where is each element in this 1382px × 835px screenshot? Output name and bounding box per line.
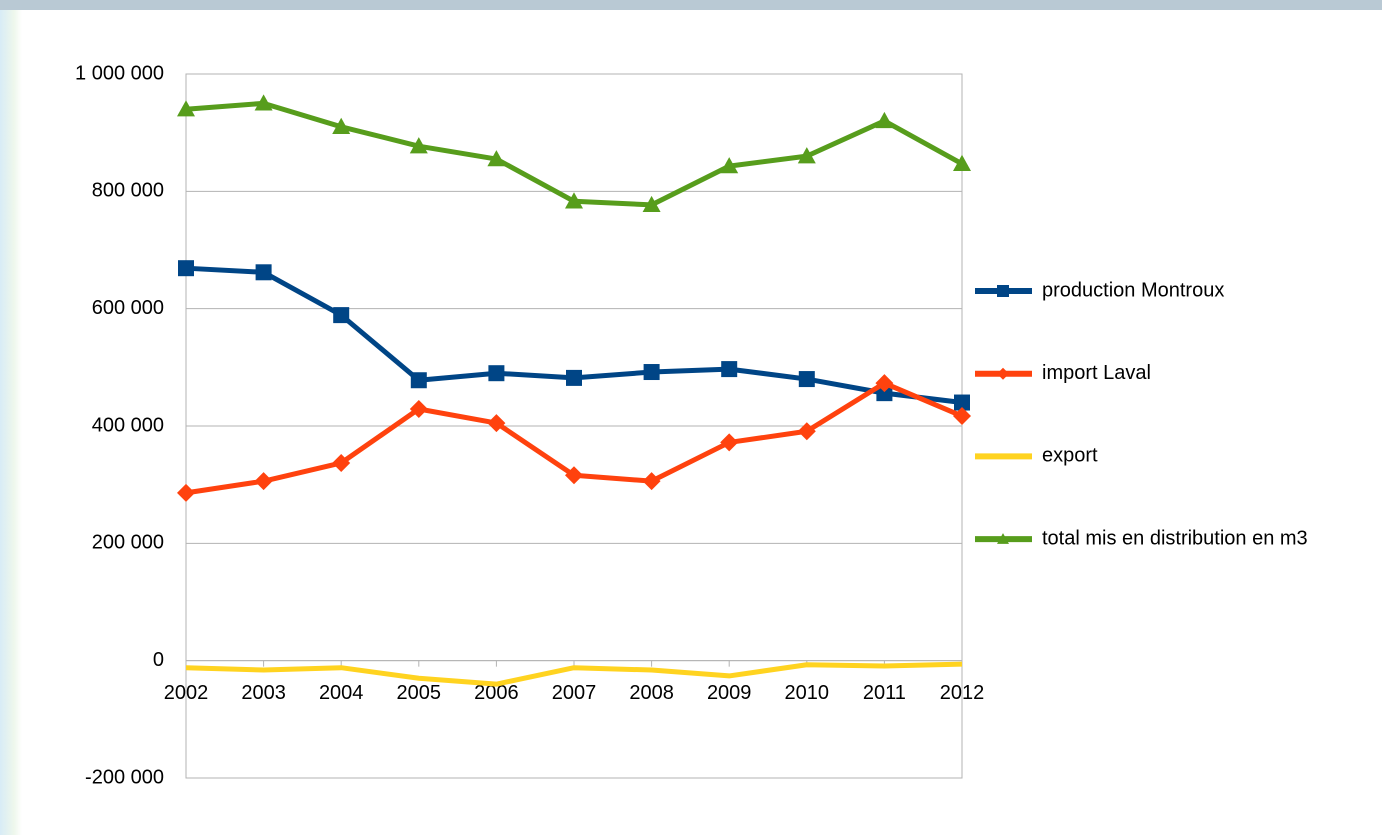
x-tick-label: 2010 bbox=[785, 682, 830, 704]
marker bbox=[720, 157, 739, 174]
y-tick-label: -200 000 bbox=[85, 766, 164, 788]
marker bbox=[177, 483, 195, 502]
marker bbox=[876, 385, 893, 402]
marker bbox=[332, 453, 351, 472]
y-tick-label: 600 000 bbox=[92, 297, 164, 319]
y-tick-label: 0 bbox=[153, 649, 164, 671]
marker bbox=[254, 472, 273, 491]
marker bbox=[721, 361, 738, 378]
marker bbox=[332, 117, 351, 134]
marker bbox=[178, 260, 194, 277]
x-tick-label: 2008 bbox=[629, 682, 674, 704]
x-tick-label: 2011 bbox=[863, 682, 906, 704]
y-tick-label: 400 000 bbox=[92, 414, 164, 436]
y-tick-label: 200 000 bbox=[92, 532, 164, 554]
marker bbox=[254, 94, 273, 111]
marker bbox=[875, 111, 894, 129]
x-tick-label: 2009 bbox=[707, 682, 752, 704]
y-tick-label: 1 000 000 bbox=[75, 62, 164, 84]
marker bbox=[997, 367, 1009, 380]
marker bbox=[642, 195, 661, 213]
marker bbox=[798, 371, 815, 388]
marker bbox=[797, 422, 816, 441]
legend-label: total mis en distribution en m3 bbox=[1042, 527, 1308, 549]
x-tick-label: 2005 bbox=[397, 682, 442, 704]
marker bbox=[410, 372, 427, 389]
marker bbox=[488, 365, 505, 382]
marker bbox=[487, 414, 506, 433]
marker bbox=[487, 150, 506, 167]
top-bar bbox=[0, 0, 1382, 10]
series-line bbox=[185, 661, 963, 687]
marker bbox=[333, 307, 350, 324]
marker bbox=[875, 374, 894, 393]
marker bbox=[997, 285, 1009, 297]
marker bbox=[177, 100, 195, 117]
x-tick-label: 2002 bbox=[164, 682, 209, 704]
x-tick-label: 2007 bbox=[552, 682, 597, 704]
x-tick-label: 2006 bbox=[474, 682, 519, 704]
marker bbox=[997, 533, 1009, 544]
x-tick-label: 2004 bbox=[319, 682, 364, 704]
y-tick-label: 800 000 bbox=[92, 180, 164, 202]
x-tick-label: 2003 bbox=[241, 682, 286, 704]
marker bbox=[255, 264, 272, 281]
marker bbox=[409, 399, 428, 418]
marker bbox=[720, 433, 739, 452]
marker bbox=[566, 369, 582, 386]
x-tick-label: 2012 bbox=[940, 682, 985, 704]
marker bbox=[409, 137, 428, 154]
marker bbox=[954, 394, 970, 411]
legend-label: export bbox=[1042, 445, 1098, 467]
legend-label: production Montroux bbox=[1042, 279, 1224, 301]
marker bbox=[565, 192, 583, 209]
marker bbox=[953, 154, 971, 171]
marker bbox=[643, 364, 660, 381]
marker bbox=[565, 466, 583, 485]
marker bbox=[642, 472, 661, 491]
legend-label: import Laval bbox=[1042, 362, 1151, 384]
marker bbox=[953, 407, 971, 426]
marker bbox=[797, 147, 816, 164]
